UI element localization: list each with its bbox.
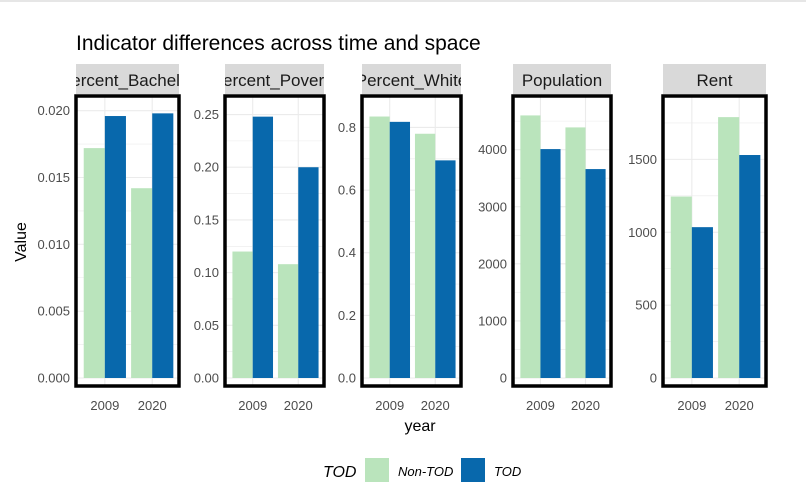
y-tick-label-percent-white-0: 0.0 [338,371,356,386]
y-tick-label-percent-bachelor-0: 0.000 [37,371,70,386]
facet-population: Population 0 1000 2000 3000 4000 2009 2020 [478,64,613,413]
y-tick-label-rent-3: 1500 [628,152,657,167]
y-tick-label-rent-2: 1000 [628,225,657,240]
y-tick-label-percent-white-4: 0.8 [338,120,356,135]
y-tick-label-percent-poverty-2: 0.10 [194,265,219,280]
x-tick-label-percent-poverty-2020: 2020 [284,398,313,413]
facet-strip-percent-white [362,64,461,94]
bar-percent-white-tod-2009 [389,121,411,378]
bar-percent-white-tod-2020 [435,160,456,378]
y-tick-label-percent-white-3: 0.6 [338,183,356,198]
facet-strip-label-percent-white: Percent_White [356,71,468,90]
facet-panel-border-rent [661,94,768,388]
bar-percent-poverty-tod-2009 [252,116,274,379]
y-tick-label-percent-bachelor-4: 0.020 [37,103,70,118]
bar-percent-poverty-non-tod-2009 [232,251,253,378]
y-tick-label-percent-poverty-5: 0.25 [194,107,219,122]
facet-strip-percent-poverty [225,64,324,94]
y-tick-label-rent-0: 0 [650,371,657,386]
y-tick-label-percent-poverty-3: 0.15 [194,212,219,227]
legend-title: TOD [323,464,357,481]
facet-strip-label-rent: Rent [697,71,733,90]
facet-strip-label-percent-poverty: Percent_Poverty [212,71,338,90]
x-tick-label-percent-white-2009: 2009 [375,398,404,413]
x-tick-label-percent-bachelor-2020: 2020 [138,398,167,413]
y-tick-label-percent-poverty-0: 0.00 [194,371,219,386]
facet-strip-label-population: Population [522,71,602,90]
facet-rent: Rent 0 500 1000 1500 2009 2020 [628,64,768,413]
bar-rent-non-tod-2009 [670,196,692,378]
y-tick-label-percent-bachelor-3: 0.015 [37,170,70,185]
x-tick-label-rent-2020: 2020 [725,398,754,413]
facet-panel-border-percent-white [360,94,463,388]
bar-percent-bachelor-tod-2009 [104,116,126,378]
bar-percent-white-non-tod-2020 [414,133,436,378]
y-tick-label-population-4: 4000 [478,142,507,157]
facet-strip-percent-bachelor [76,64,179,94]
bar-population-non-tod-2020 [565,127,586,378]
bar-percent-bachelor-non-tod-2009 [83,148,105,378]
bar-rent-tod-2009 [691,227,713,378]
bar-population-tod-2009 [540,149,561,378]
legend: TOD Non-TOD TOD [323,458,521,482]
y-tick-label-percent-white-2: 0.4 [338,245,356,260]
legend-swatch-tod [461,458,485,482]
x-tick-label-percent-poverty-2009: 2009 [238,398,267,413]
bar-percent-bachelor-non-tod-2020 [131,188,153,378]
y-tick-label-percent-poverty-1: 0.05 [194,318,219,333]
y-tick-label-population-2: 2000 [478,256,507,271]
bar-population-non-tod-2009 [520,115,541,379]
facet-percent-bachelor: Percent_Bachelor 0.000 0.005 0.010 0.015 0.02… [37,64,195,413]
x-tick-label-percent-bachelor-2009: 2009 [90,398,119,413]
facet-panel-border-population [511,94,613,388]
bar-population-tod-2020 [585,169,606,378]
facet-strip-rent [663,64,766,94]
y-tick-label-population-3: 3000 [478,199,507,214]
bar-percent-bachelor-tod-2020 [152,113,174,379]
facet-strip-population [513,64,611,94]
y-tick-label-percent-bachelor-1: 0.005 [37,304,70,319]
x-tick-label-population-2009: 2009 [526,398,555,413]
facet-percent-white: Percent_White 0.0 0.2 0.4 0.6 0.8 2009 2020 [338,64,468,413]
facet-percent-poverty: Percent_Poverty 0.00 0.05 0.10 0.15 0.20 0.25 2… [194,64,338,413]
bar-rent-tod-2020 [739,155,761,378]
bar-percent-poverty-tod-2020 [298,167,319,378]
legend-label-non-tod: Non-TOD [398,464,453,479]
y-tick-label-population-1: 1000 [478,313,507,328]
bar-percent-white-non-tod-2009 [369,116,390,379]
y-tick-label-population-0: 0 [500,371,507,386]
y-tick-label-percent-bachelor-2: 0.010 [37,237,70,252]
x-tick-label-percent-white-2020: 2020 [421,398,450,413]
legend-swatch-non-tod [365,458,389,482]
bar-rent-non-tod-2020 [718,117,740,379]
facet-panel-border-percent-poverty [223,94,326,388]
chart-title: Indicator differences across time and sp… [76,32,481,55]
bar-percent-poverty-non-tod-2020 [277,264,299,378]
x-axis-label: year [404,418,436,435]
y-axis-label: Value [13,222,30,262]
y-tick-label-percent-poverty-4: 0.20 [194,160,219,175]
x-tick-label-population-2020: 2020 [571,398,600,413]
y-tick-label-percent-white-1: 0.2 [338,308,356,323]
x-tick-label-rent-2009: 2009 [677,398,706,413]
top-divider [0,0,806,2]
legend-label-tod: TOD [494,464,521,479]
facet-strip-label-percent-bachelor: Percent_Bachelor [60,71,195,90]
facets-group: Percent_Bachelor0.0000.0050.0100.0150.02… [37,64,768,413]
y-tick-label-rent-1: 500 [635,298,657,313]
facet-panel-border-percent-bachelor [74,94,181,388]
